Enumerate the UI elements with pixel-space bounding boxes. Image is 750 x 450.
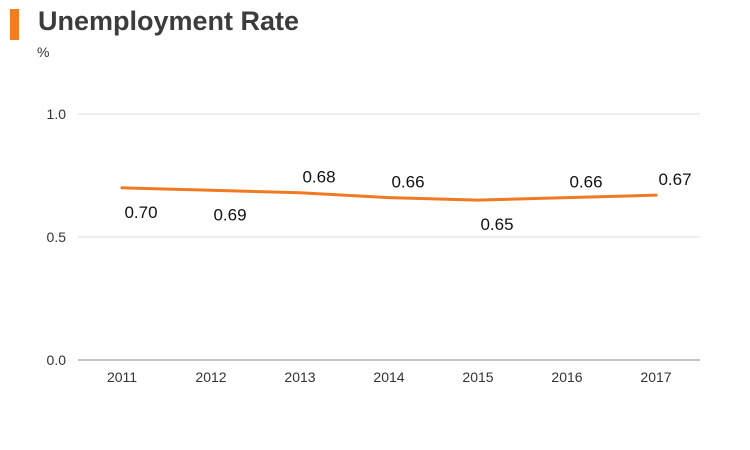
x-tick-label: 2016 bbox=[551, 369, 582, 385]
series-line bbox=[120, 186, 658, 202]
x-tick-label: 2017 bbox=[640, 369, 671, 385]
y-tick-label: 0.5 bbox=[47, 229, 67, 245]
data-label: 0.70 bbox=[124, 203, 157, 222]
y-tick-label: 0.0 bbox=[47, 352, 67, 368]
x-tick-label: 2014 bbox=[373, 369, 404, 385]
x-tick-label: 2015 bbox=[462, 369, 493, 385]
unit-label: % bbox=[37, 44, 50, 60]
y-tick-label: 1.0 bbox=[47, 106, 67, 122]
data-label: 0.67 bbox=[658, 170, 691, 189]
title-accent-bar bbox=[10, 9, 19, 40]
data-label: 0.66 bbox=[391, 173, 424, 192]
data-label: 0.68 bbox=[302, 168, 335, 187]
x-tick-label: 2011 bbox=[107, 369, 137, 385]
x-tick-label: 2013 bbox=[284, 369, 315, 385]
chart-title: Unemployment Rate bbox=[38, 6, 300, 36]
data-label: 0.65 bbox=[480, 215, 513, 234]
x-tick-label: 2012 bbox=[195, 369, 226, 385]
data-label: 0.66 bbox=[569, 173, 602, 192]
data-label: 0.69 bbox=[213, 205, 246, 224]
